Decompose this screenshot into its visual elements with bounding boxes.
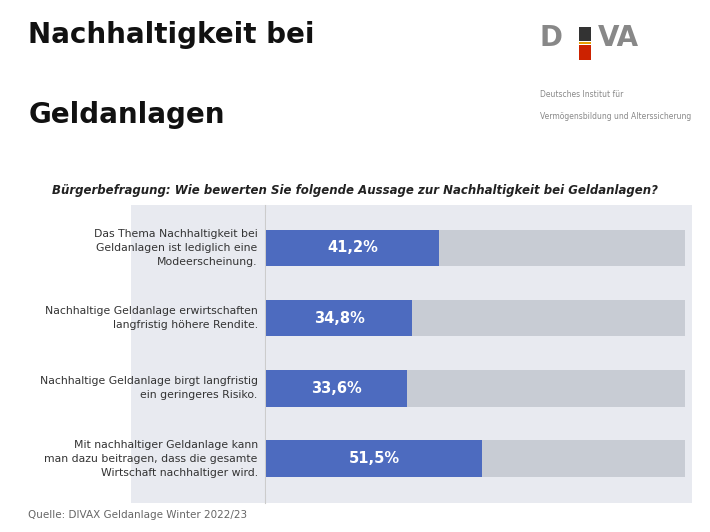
Bar [543,228,559,240]
Text: Das Thema Nachhaltigkeit bei
Geldanlagen ist lediglich eine
Modeerscheinung.: Das Thema Nachhaltigkeit bei Geldanlagen… [94,229,258,267]
Bar [266,370,685,406]
Text: Nachhaltige Geldanlage birgt langfristig
ein geringeres Risiko.: Nachhaltige Geldanlage birgt langfristig… [40,376,258,401]
Bar [579,42,591,44]
Text: Deutsches Institut für: Deutsches Institut für [540,90,623,99]
Bar [131,205,692,503]
Bar [266,230,439,266]
Bar [266,300,685,336]
Bar [579,27,591,41]
Text: Mit nachhaltiger Geldanlage kann
man dazu beitragen, dass die gesamte
Wirtschaft: Mit nachhaltiger Geldanlage kann man daz… [44,439,258,478]
Text: D: D [540,24,562,52]
Text: Quelle: DIVAX Geldanlage Winter 2022/23: Quelle: DIVAX Geldanlage Winter 2022/23 [28,510,248,520]
Text: Geldanlagen: Geldanlagen [28,101,225,129]
Text: stimme nicht zu: stimme nicht zu [567,228,662,240]
Text: Bürgerbefragung: Wie bewerten Sie folgende Aussage zur Nachhaltigkeit bei Geldan: Bürgerbefragung: Wie bewerten Sie folgen… [52,184,658,196]
Text: 34,8%: 34,8% [314,311,364,326]
Bar [266,440,685,477]
Bar [579,45,591,60]
Bar [266,370,407,406]
Text: Nachhaltigkeit bei: Nachhaltigkeit bei [28,21,315,49]
Text: 33,6%: 33,6% [311,381,362,396]
Bar [437,228,452,240]
Text: 41,2%: 41,2% [327,240,378,255]
Text: Nachhaltige Geldanlage erwirtschaften
langfristig höhere Rendite.: Nachhaltige Geldanlage erwirtschaften la… [45,306,258,330]
Text: 51,5%: 51,5% [349,451,400,466]
Bar [266,230,685,266]
Bar [266,300,412,336]
Bar [266,440,482,477]
Text: VA: VA [598,24,639,52]
Text: stimme zu: stimme zu [461,228,523,240]
Text: Vermögensbildung und Alterssicherung: Vermögensbildung und Alterssicherung [540,112,691,121]
